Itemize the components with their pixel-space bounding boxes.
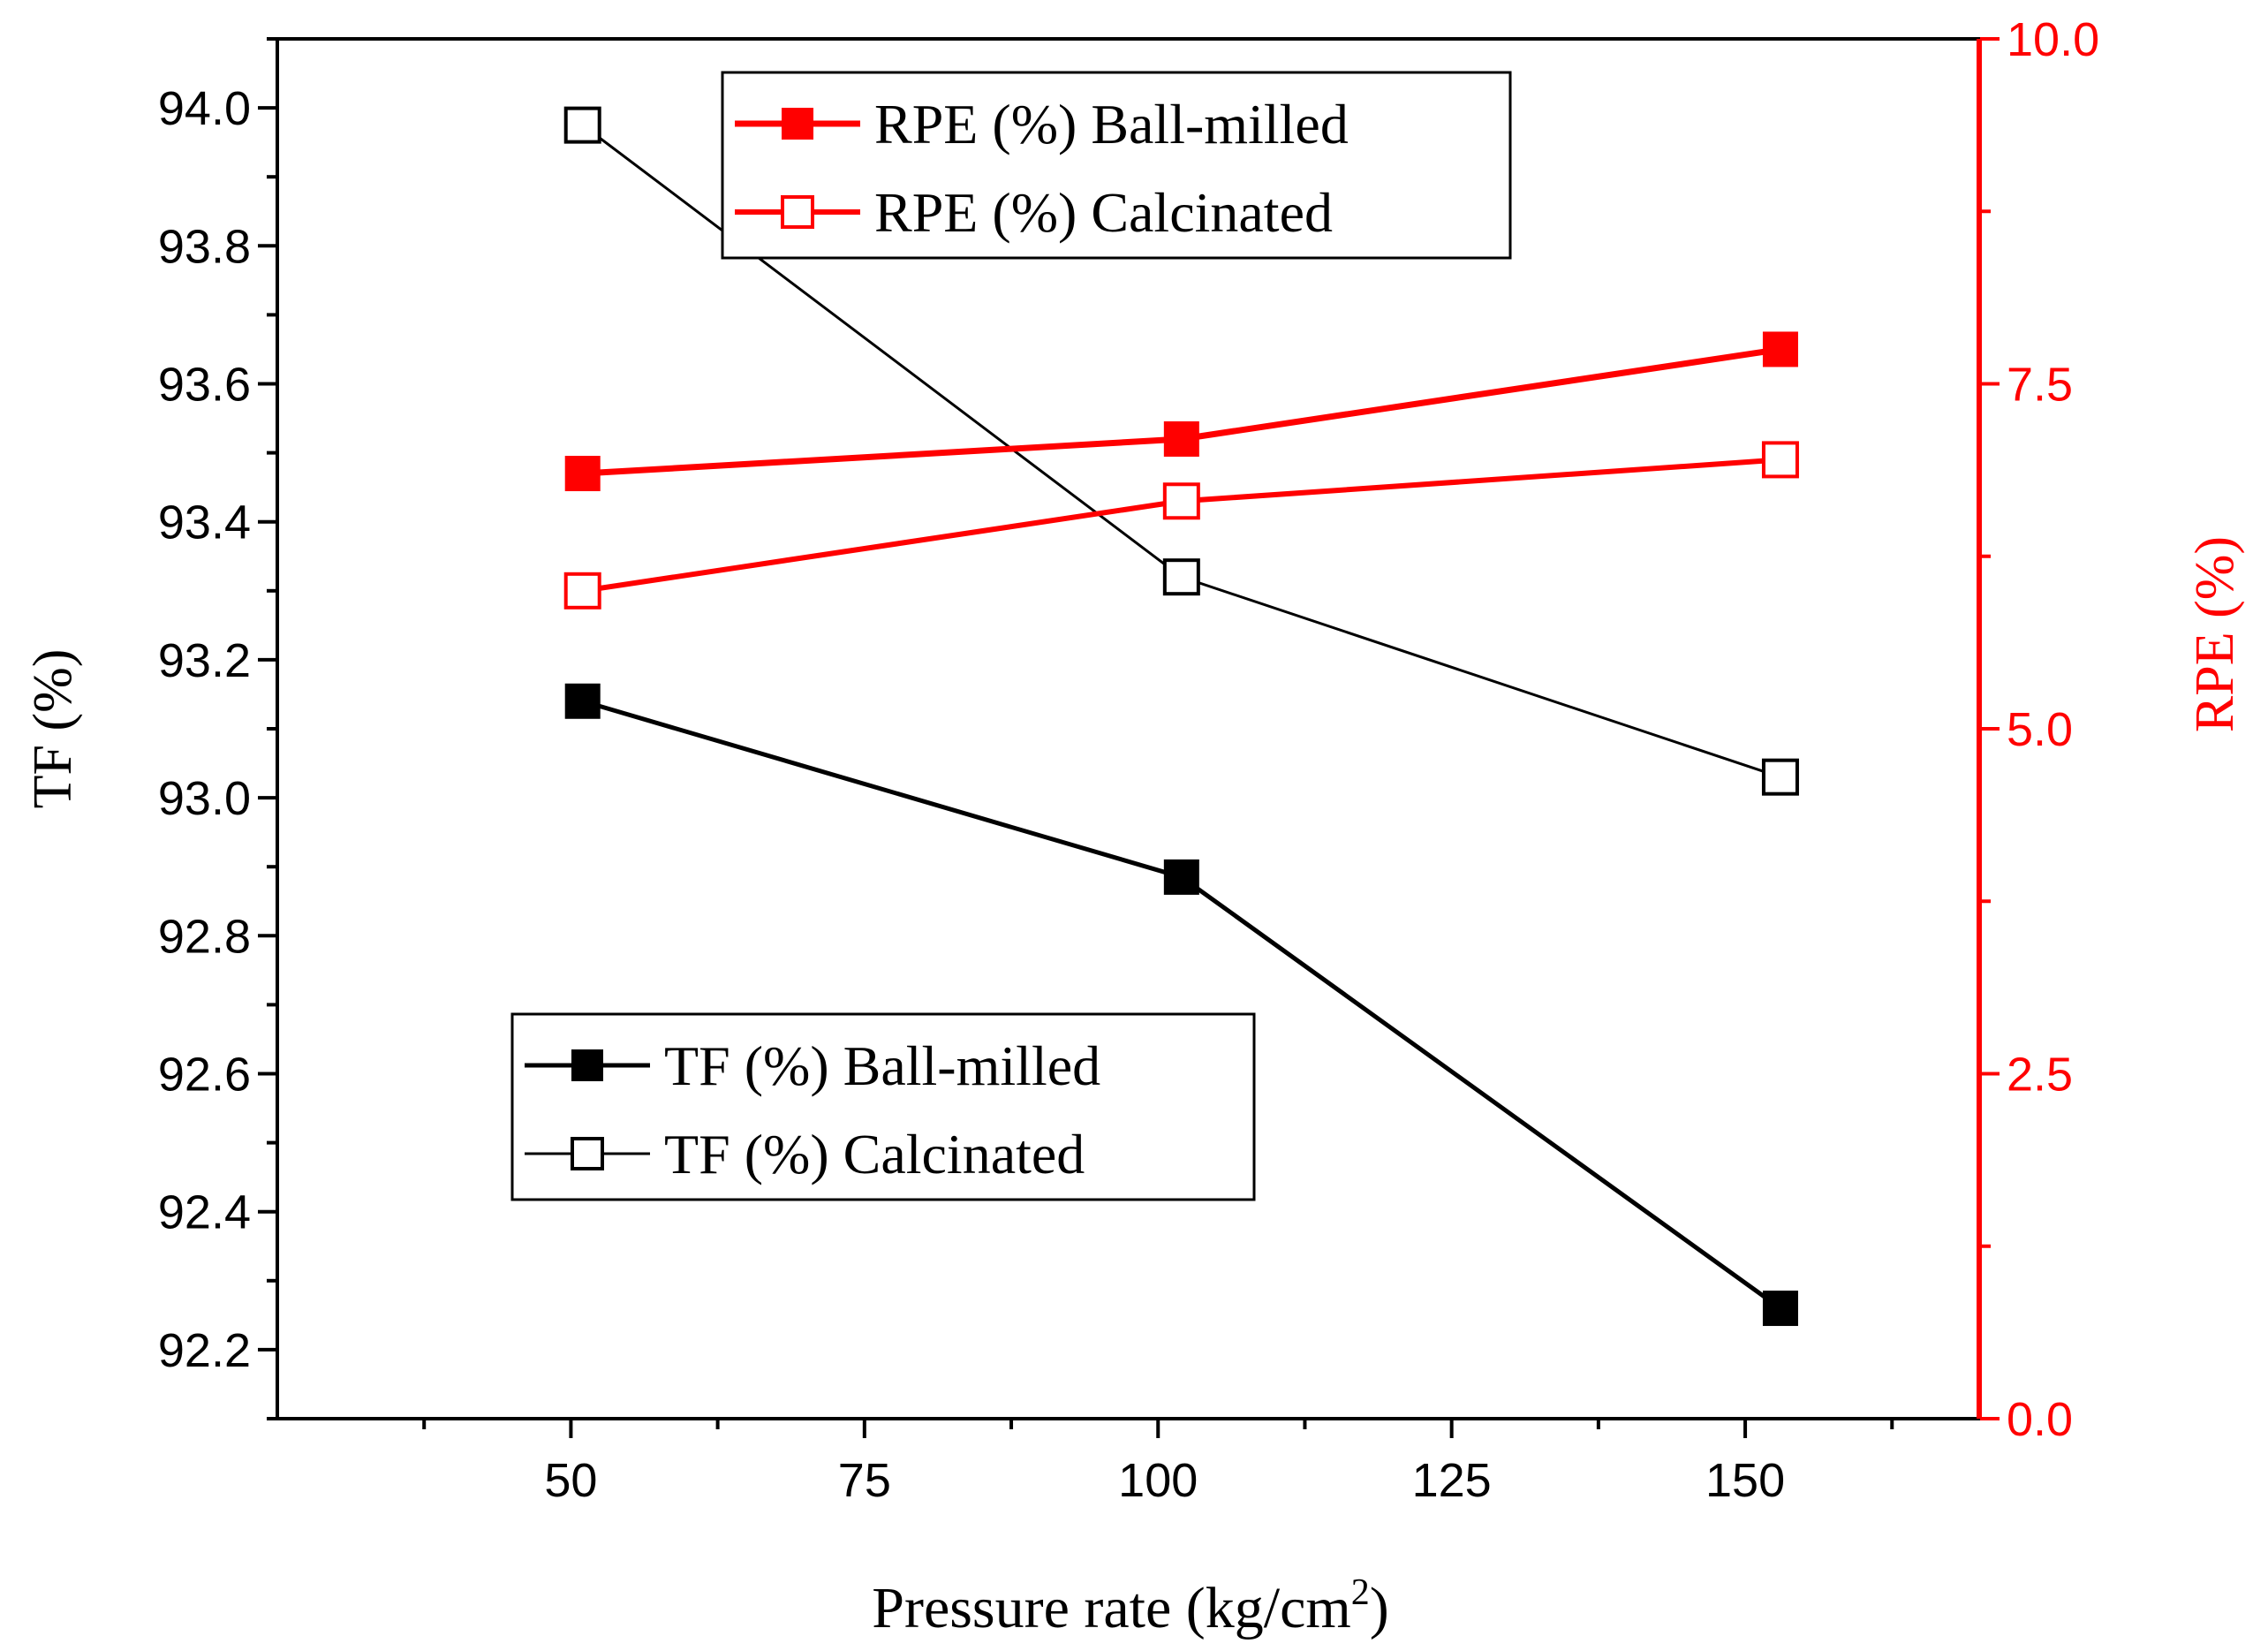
data-marker-filled bbox=[1163, 859, 1199, 895]
x-axis-label: Pressure rate (kg/cm2) bbox=[872, 1572, 1388, 1640]
data-marker-filled bbox=[1762, 1291, 1798, 1327]
y-left-tick-label: 92.2 bbox=[158, 1324, 251, 1377]
data-marker-open bbox=[1162, 558, 1200, 596]
x-tick-label: 125 bbox=[1412, 1454, 1492, 1507]
y-right-tick-label: 5.0 bbox=[2007, 703, 2073, 756]
data-marker-open bbox=[563, 572, 601, 610]
series-line bbox=[582, 699, 1782, 1311]
y-right-tick-label: 0.0 bbox=[2007, 1393, 2073, 1446]
legend-box bbox=[510, 1012, 1256, 1201]
x-tick-label: 150 bbox=[1705, 1454, 1785, 1507]
y-right-tick-label: 10.0 bbox=[2007, 13, 2099, 66]
legend-entry-label: RPE (%) Calcinated bbox=[874, 181, 1333, 244]
y-left-tick-label: 92.8 bbox=[158, 910, 251, 963]
y-axis-right-label: RPE (%) bbox=[2185, 536, 2245, 732]
x-tick-label: 75 bbox=[838, 1454, 891, 1507]
x-axis-label-close: ) bbox=[1370, 1576, 1389, 1640]
x-axis-label-text: Pressure rate (kg/cm bbox=[872, 1576, 1350, 1640]
legend-marker-open bbox=[571, 1137, 604, 1170]
y-left-tick-label: 94.0 bbox=[158, 82, 251, 135]
legend-entry-label: TF (%) Calcinated bbox=[664, 1123, 1085, 1185]
data-marker-open bbox=[1761, 758, 1799, 796]
y-left-tick-label: 93.8 bbox=[158, 220, 251, 273]
y-axis-left-label: TF (%) bbox=[23, 649, 83, 809]
y-left-tick-label: 93.0 bbox=[158, 772, 251, 825]
x-axis-label-superscript: 2 bbox=[1351, 1572, 1370, 1613]
legend-entry-label: RPE (%) Ball-milled bbox=[874, 93, 1349, 155]
y-left-tick-label: 93.4 bbox=[158, 496, 251, 549]
data-marker-filled bbox=[1163, 420, 1199, 457]
y-left-tick-label: 93.2 bbox=[158, 634, 251, 687]
x-tick-label: 50 bbox=[544, 1454, 597, 1507]
data-marker-filled bbox=[564, 456, 601, 492]
x-tick-label: 100 bbox=[1118, 1454, 1198, 1507]
y-left-tick-label: 93.6 bbox=[158, 359, 251, 412]
data-marker-filled bbox=[564, 683, 601, 719]
data-marker-open bbox=[563, 106, 601, 144]
legend-entry-label: TF (%) Ball-milled bbox=[664, 1034, 1100, 1097]
legend-marker-filled bbox=[571, 1049, 603, 1081]
y-left-tick-label: 92.6 bbox=[158, 1049, 251, 1102]
data-marker-open bbox=[1761, 441, 1799, 479]
legend-marker-filled bbox=[782, 108, 813, 140]
legend-marker-open bbox=[781, 195, 814, 229]
y-right-tick-label: 7.5 bbox=[2007, 359, 2073, 412]
y-left-tick-label: 92.4 bbox=[158, 1186, 251, 1239]
legend-box bbox=[721, 71, 1512, 260]
data-marker-open bbox=[1162, 482, 1200, 520]
data-marker-filled bbox=[1762, 331, 1798, 367]
y-right-tick-label: 2.5 bbox=[2007, 1049, 2073, 1102]
right-axis-line bbox=[1977, 39, 1982, 1419]
